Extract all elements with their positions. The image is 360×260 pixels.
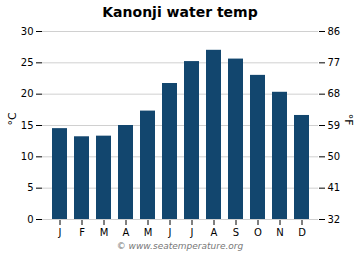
svg-text:30: 30 — [21, 26, 34, 37]
svg-text:20: 20 — [21, 88, 34, 99]
svg-text:J: J — [58, 227, 62, 238]
svg-text:S: S — [233, 227, 239, 238]
svg-text:50: 50 — [328, 151, 341, 162]
svg-text:A: A — [211, 227, 218, 238]
svg-text:59: 59 — [328, 120, 341, 131]
svg-text:M: M — [144, 227, 153, 238]
svg-text:77: 77 — [328, 57, 341, 68]
html-text:Kanonji water temp: Kanonji water temp — [102, 4, 258, 20]
svg-text:J: J — [168, 227, 172, 238]
svg-text:10: 10 — [21, 151, 34, 162]
svg-text:N: N — [276, 227, 283, 238]
svg-text:M: M — [100, 227, 109, 238]
svg-text:A: A — [123, 227, 130, 238]
svg-text:°F: °F — [342, 114, 355, 126]
html-text:© www.seatemperature.org: © www.seatemperature.org — [116, 241, 244, 251]
svg-text:32: 32 — [328, 214, 341, 225]
svg-text:68: 68 — [328, 88, 341, 99]
svg-text:86: 86 — [328, 26, 341, 37]
svg-text:5: 5 — [27, 182, 33, 193]
svg-text:F: F — [79, 227, 85, 238]
svg-text:D: D — [298, 227, 306, 238]
svg-text:°C: °C — [6, 112, 19, 126]
svg-text:J: J — [190, 227, 194, 238]
svg-text:25: 25 — [21, 57, 34, 68]
svg-text:0: 0 — [27, 214, 33, 225]
svg-text:41: 41 — [328, 182, 341, 193]
svg-text:15: 15 — [21, 120, 34, 131]
svg-text:O: O — [254, 227, 262, 238]
